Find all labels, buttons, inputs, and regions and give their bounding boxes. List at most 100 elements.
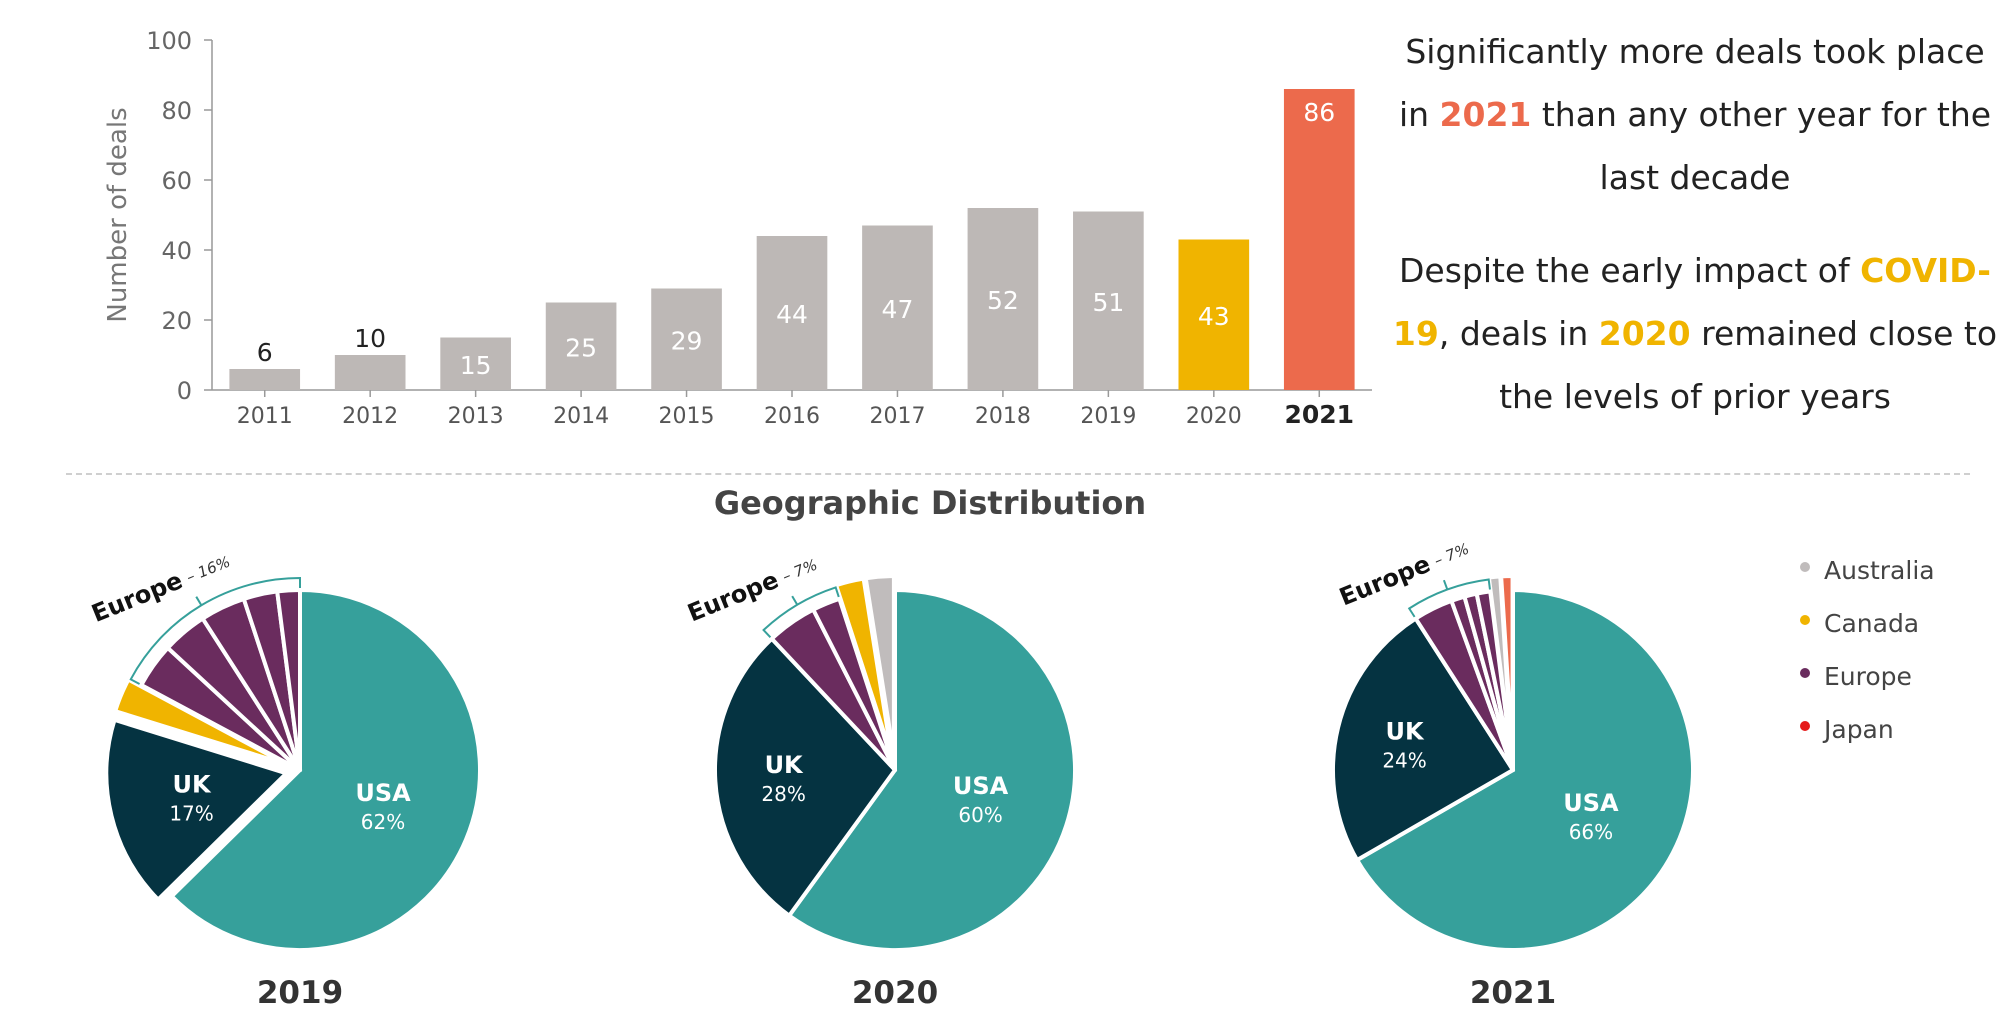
bar-value-label: 6	[257, 338, 273, 367]
pie-percent-label: 60%	[958, 803, 1002, 827]
pie-slice-usa	[1355, 588, 1695, 952]
pie-label: USA	[953, 772, 1009, 800]
legend-item: Japan	[1800, 715, 1935, 768]
commentary-text: Despite the early impact of	[1399, 251, 1861, 290]
highlight-2021: 2021	[1439, 95, 1532, 134]
pie-year-title: 2020	[852, 975, 938, 1011]
deals-bar-chart: 0 20 40 60 80 100 Number of deals 2011 6 2012 10 20…	[103, 27, 1372, 429]
bar-value-label: 51	[1092, 288, 1124, 317]
bar-value-label: 86	[1303, 98, 1335, 127]
bar	[440, 337, 511, 390]
europe-bracket	[129, 576, 301, 685]
y-axis-label: Number of deals	[103, 107, 133, 322]
legend-label: Australia	[1824, 556, 1935, 585]
x-tick-label: 2014	[553, 404, 609, 429]
pie-percent-label: 66%	[1569, 820, 1613, 844]
legend-label: Canada	[1824, 609, 1920, 638]
legend-label: Japan	[1824, 715, 1894, 744]
y-tick-label: 80	[161, 97, 192, 125]
pie-year-title: 2019	[257, 975, 343, 1011]
pie-label: USA	[1563, 789, 1619, 817]
bar-value-label: 52	[987, 286, 1019, 315]
pie-label: UK	[1385, 718, 1424, 746]
europe-bracket	[1407, 578, 1491, 618]
europe-bracket-label: Europe	[88, 566, 187, 628]
bar-value-label: 43	[1198, 302, 1230, 331]
legend-label: Europe	[1824, 662, 1912, 691]
bar	[334, 355, 406, 390]
x-tick-label: 2017	[869, 404, 925, 429]
pie-label: UK	[765, 751, 804, 779]
commentary-text: Significantly more deals took place in	[1398, 32, 1985, 134]
bar	[651, 288, 722, 390]
pie-slice-europe	[275, 588, 302, 772]
pie-label: UK	[172, 770, 211, 798]
pie-percent-label: 17%	[169, 801, 213, 825]
pie-percent-label: 24%	[1382, 749, 1426, 773]
pie-slice-usa	[169, 588, 482, 952]
section-divider	[66, 473, 1970, 475]
europe-bracket-tick	[195, 596, 203, 606]
bar	[545, 302, 617, 390]
bar	[1283, 89, 1355, 390]
europe-bracket-tick	[791, 595, 799, 606]
legend-dot	[1800, 721, 1810, 731]
europe-bracket-tick	[1442, 579, 1449, 590]
y-tick-label: 100	[146, 27, 192, 55]
bar	[1073, 211, 1144, 390]
x-tick-label: 2013	[448, 404, 504, 429]
bar	[862, 225, 933, 390]
legend-dot	[1800, 668, 1810, 678]
bar-value-label: 29	[671, 326, 703, 355]
bar	[229, 369, 301, 390]
x-tick-label: 2011	[237, 404, 293, 429]
pie-legend: Australia Canada Europe Japan	[1800, 556, 1935, 768]
x-tick-label: 2015	[659, 404, 715, 429]
pie-slice-canada	[834, 576, 894, 759]
geographic-distribution-title: Geographic Distribution	[713, 484, 1147, 522]
commentary-text: than any other year for the last decade	[1531, 95, 1992, 197]
highlight-covid: COVID-19	[1392, 251, 1991, 353]
bar	[756, 236, 828, 390]
bar	[967, 208, 1039, 390]
x-tick-label: 2012	[342, 404, 398, 429]
y-tick-label: 60	[161, 167, 192, 195]
y-tick-label: 0	[177, 377, 192, 405]
pie-slice-australia	[863, 574, 896, 759]
europe-bracket-label: Europe	[684, 566, 783, 628]
commentary-paragraph-1: Significantly more deals took place in 2…	[1390, 20, 2000, 209]
pie-percent-label: 62%	[361, 810, 405, 834]
x-tick-label: 2016	[764, 404, 820, 429]
x-tick-label: 2018	[975, 404, 1031, 429]
commentary: Significantly more deals took place in 2…	[1390, 20, 2000, 458]
y-tick-label: 20	[161, 307, 192, 335]
legend-item: Europe	[1800, 662, 1935, 715]
pie-slice-canada	[113, 677, 290, 767]
pie-year-title: 2021	[1470, 975, 1556, 1011]
pie-slice-uk	[104, 717, 289, 902]
pie-percent-label: 28%	[761, 782, 805, 806]
highlight-2020: 2020	[1598, 314, 1691, 353]
commentary-paragraph-2: Despite the early impact of COVID-19, de…	[1390, 239, 2000, 428]
pie-slice-uk	[1331, 616, 1515, 862]
legend-item: Australia	[1800, 556, 1935, 609]
bar	[1178, 239, 1250, 390]
legend-dot	[1800, 615, 1810, 625]
commentary-text: remained close to the levels of prior ye…	[1499, 314, 1998, 416]
pie-slice-japan	[1499, 574, 1515, 759]
bar-value-label: 15	[460, 351, 492, 380]
pie-slice-usa	[787, 588, 1077, 952]
x-tick-label: 2020	[1186, 404, 1242, 429]
bar-value-label: 44	[776, 300, 808, 329]
bar-value-label: 25	[565, 333, 597, 362]
x-tick-label: 2021	[1284, 400, 1354, 429]
europe-bracket-value: – 7%	[780, 556, 820, 586]
europe-bracket-value: – 7%	[1431, 540, 1471, 570]
bar-value-label: 47	[882, 295, 914, 324]
y-tick-label: 40	[161, 237, 192, 265]
legend-dot	[1800, 562, 1810, 572]
pie-label: USA	[355, 779, 411, 807]
x-tick-label: 2019	[1080, 404, 1136, 429]
commentary-text: , deals in	[1438, 314, 1599, 353]
